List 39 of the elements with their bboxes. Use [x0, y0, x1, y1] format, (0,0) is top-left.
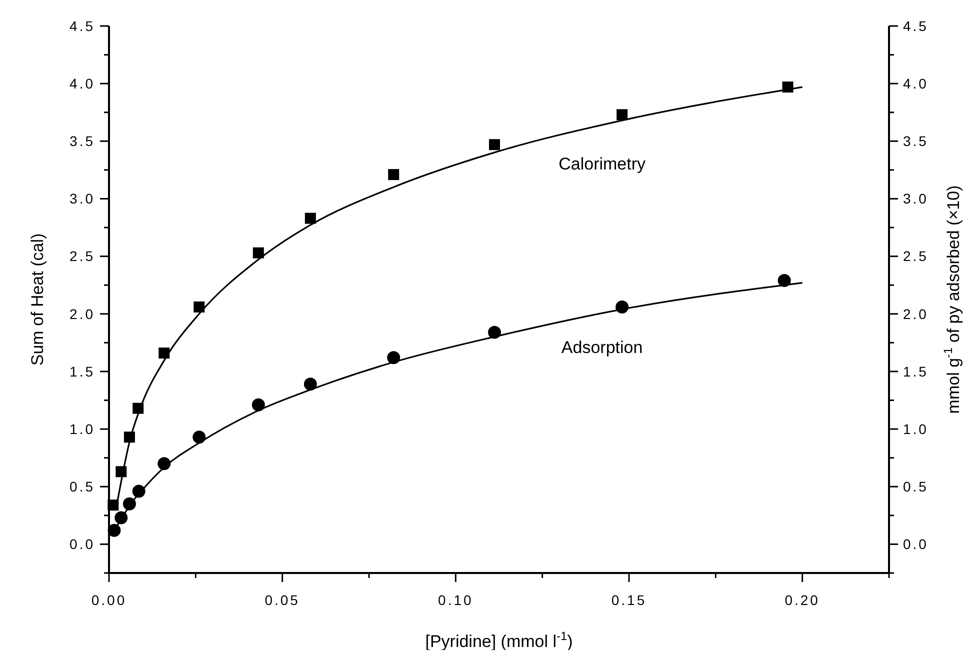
y2-tick-label: 3.0	[903, 190, 928, 207]
y-axis-title: Sum of Heat (cal)	[28, 233, 47, 366]
y2-tick-label: 1.5	[903, 363, 928, 380]
x-tick-label: 0.15	[611, 592, 647, 608]
y2-tick-label: 4.0	[903, 75, 928, 92]
point	[252, 247, 264, 258]
point	[194, 301, 205, 312]
y-tick-label: 0.0	[70, 536, 95, 552]
y2-tick-label: 3.5	[903, 133, 928, 150]
y2-tick-label: 0.0	[903, 536, 928, 552]
point	[616, 109, 628, 120]
y2-tick-label: 4.5	[903, 18, 928, 34]
point	[388, 169, 400, 180]
point	[252, 398, 265, 412]
x-tick-label: 0.00	[91, 592, 127, 608]
y2-tick-label: 1.0	[903, 420, 928, 437]
y-tick-label: 0.5	[70, 478, 95, 495]
y-tick-label: 2.0	[70, 306, 95, 322]
point	[192, 430, 206, 444]
y-tick-label: 2.5	[70, 248, 95, 264]
point	[108, 524, 121, 537]
y-tick-label: 1.0	[70, 420, 95, 437]
y-tick-label: 3.5	[70, 133, 95, 150]
y-tick-label: 4.0	[70, 75, 95, 92]
point	[488, 139, 500, 150]
y-tick-label: 4.5	[70, 18, 95, 34]
y-tick-label: 3.0	[70, 190, 95, 207]
y2-tick-label: 2.0	[903, 306, 928, 322]
text: Calorimetry	[558, 154, 646, 174]
series-label: Adsorption	[561, 338, 643, 357]
y2-tick-label: 0.5	[903, 478, 928, 495]
x-tick-label: 0.05	[264, 592, 300, 608]
x-tick-label: 0.10	[438, 592, 474, 608]
point	[304, 212, 316, 224]
point	[158, 348, 170, 359]
y-tick-label: 1.5	[70, 363, 95, 380]
y2-tick-label: 2.5	[903, 248, 928, 264]
x-tick-label: 0.20	[784, 592, 820, 608]
point	[304, 378, 317, 391]
